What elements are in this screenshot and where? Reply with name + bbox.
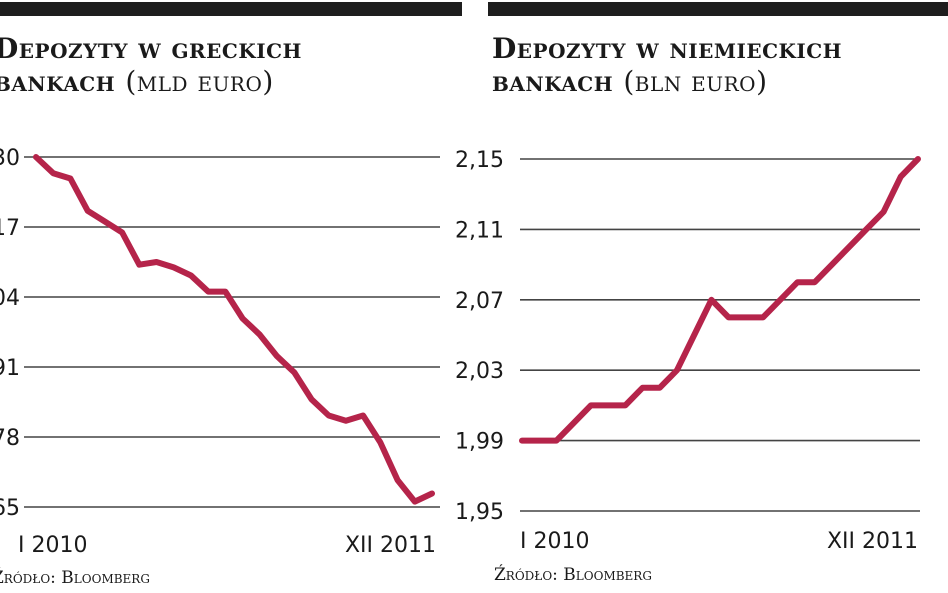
- right-chart-svg: 2,15 2,11 2,07 2,03 1,99 1,95 I 2010 XII 2011: [455, 148, 921, 554]
- right-series-line: [519, 156, 921, 444]
- right-title-line1: Depozyty w niemieckich: [492, 32, 843, 65]
- left-y-tick-label: 204: [0, 286, 20, 311]
- right-source-note: Źródło: Bloomberg: [494, 565, 652, 585]
- left-y-tick-label: 178: [0, 426, 20, 451]
- left-top-rule: [0, 2, 462, 16]
- left-y-tick-label: 230: [0, 146, 20, 171]
- left-y-tick-label: 217: [0, 216, 20, 241]
- left-title-line1: Depozyty w greckich: [0, 32, 302, 65]
- left-x-tick-label-start: I 2010: [18, 533, 87, 558]
- left-source-note: Źródło: Bloomberg: [0, 568, 150, 588]
- left-plot-area: 230 217 204 191 178 165 I 2010 XII 2011: [0, 130, 460, 570]
- right-x-tick-label-end: XII 2011: [827, 529, 918, 554]
- right-plot-area: 2,15 2,11 2,07 2,03 1,99 1,95 I 2010 XII 2011: [455, 130, 948, 570]
- left-y-tick-label: 165: [0, 496, 20, 521]
- left-chart-title: Depozyty w greckich bankach (mld euro): [0, 32, 302, 98]
- right-y-tick-label: 2,11: [455, 218, 504, 243]
- right-chart-title: Depozyty w niemieckich bankach (bln euro…: [492, 32, 842, 98]
- right-y-tick-label: 1,99: [455, 430, 504, 455]
- left-title-line2: bankach: [0, 65, 116, 98]
- right-top-rule: [488, 2, 948, 16]
- right-y-tick-label: 1,95: [455, 500, 504, 525]
- right-title-line2: bankach: [492, 65, 614, 98]
- left-title-unit: (mld euro): [125, 65, 274, 98]
- left-y-tick-label: 191: [0, 356, 20, 381]
- right-y-tick-label: 2,03: [455, 359, 504, 384]
- left-x-tick-label-end: XII 2011: [345, 533, 436, 558]
- right-title-unit: (bln euro): [623, 65, 768, 98]
- left-chart-svg: 230 217 204 191 178 165 I 2010 XII 2011: [0, 146, 440, 558]
- right-y-tick-label: 2,15: [455, 148, 504, 173]
- right-x-tick-label-start: I 2010: [520, 529, 589, 554]
- left-series-line: [33, 154, 435, 505]
- right-y-tick-label: 2,07: [455, 289, 504, 314]
